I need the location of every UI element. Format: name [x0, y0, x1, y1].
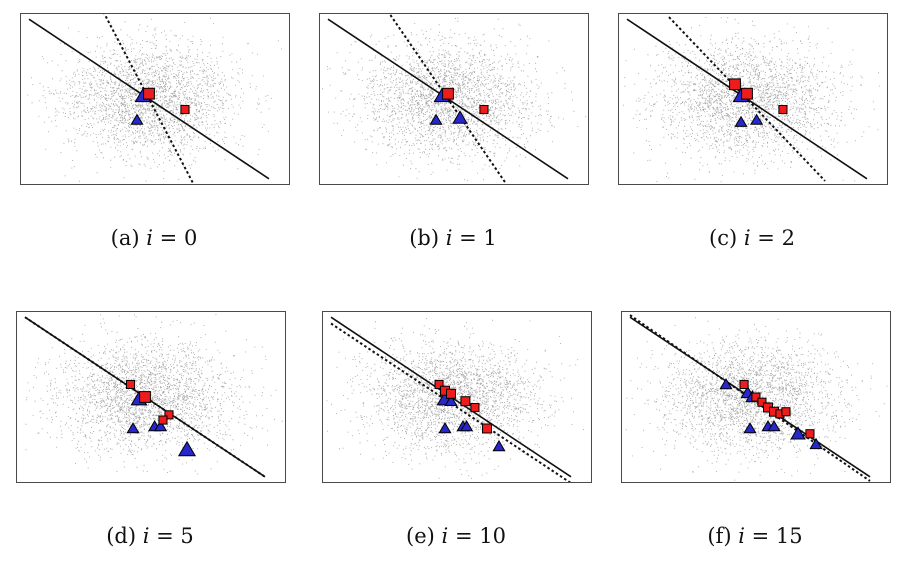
- plot-a-svg: [27, 14, 282, 184]
- caption-d-label: (d): [106, 524, 137, 548]
- triangle-marker: [809, 437, 823, 450]
- dotted-line: [330, 322, 572, 482]
- square-marker: [460, 396, 471, 407]
- caption-b-label: (b): [409, 226, 440, 250]
- triangle-marker: [452, 110, 468, 124]
- square-marker: [729, 78, 741, 91]
- triangle-marker: [734, 115, 748, 127]
- caption-b-value: 1: [483, 226, 497, 250]
- caption-b-eq: =: [452, 226, 484, 250]
- triangle-marker: [460, 420, 474, 432]
- triangle-marker: [767, 420, 781, 432]
- square-marker: [470, 403, 480, 413]
- plot-a: [20, 13, 290, 185]
- caption-a-eq: =: [152, 226, 184, 250]
- triangle-marker: [492, 439, 506, 452]
- caption-f-label: (f): [707, 524, 732, 548]
- plot-b-svg: [322, 14, 587, 184]
- square-marker: [482, 423, 492, 434]
- triangle-marker: [126, 422, 140, 434]
- plot-d-svg: [24, 314, 283, 478]
- triangle-marker: [790, 426, 806, 440]
- triangle-marker: [154, 420, 168, 432]
- caption-e-var: i: [441, 524, 449, 548]
- square-marker: [781, 407, 791, 417]
- scatter-cloud: [25, 314, 283, 475]
- caption-a-var: i: [146, 226, 153, 250]
- triangle-marker: [130, 113, 144, 125]
- triangle-marker: [177, 440, 197, 457]
- plot-d: [16, 311, 286, 483]
- square-marker: [739, 379, 749, 390]
- square-marker: [741, 87, 753, 100]
- square-marker: [158, 415, 168, 425]
- plot-e: [322, 311, 592, 483]
- triangle-marker: [438, 422, 452, 434]
- square-marker: [143, 87, 155, 100]
- square-marker: [434, 379, 444, 390]
- triangle-marker: [429, 113, 443, 125]
- caption-f-value: 15: [775, 524, 803, 548]
- square-marker: [139, 391, 151, 403]
- plot-c: [618, 13, 888, 185]
- square-marker: [442, 87, 454, 100]
- caption-c-var: i: [743, 226, 751, 250]
- plot-f-svg: [625, 314, 888, 482]
- caption-c-label: (c): [709, 226, 738, 250]
- caption-f: (f) i = 15: [655, 524, 855, 548]
- caption-c-eq: =: [750, 226, 782, 250]
- caption-d-var: i: [142, 524, 150, 548]
- caption-b-var: i: [445, 226, 453, 250]
- caption-d-eq: =: [149, 524, 181, 548]
- caption-a: (a) i = 0: [54, 226, 254, 250]
- caption-a-label: (a): [110, 226, 140, 250]
- scatter-cloud: [27, 17, 282, 182]
- triangle-marker: [743, 422, 757, 434]
- caption-c-value: 2: [781, 226, 795, 250]
- square-marker: [805, 429, 815, 439]
- square-marker: [180, 105, 190, 115]
- caption-d-value: 5: [180, 524, 194, 548]
- plot-e-svg: [326, 316, 584, 482]
- caption-e: (e) i = 10: [356, 524, 556, 548]
- triangle-marker: [444, 394, 458, 406]
- caption-f-eq: =: [744, 524, 776, 548]
- scatter-points: [25, 314, 283, 475]
- caption-f-var: i: [738, 524, 745, 548]
- triangle-marker: [750, 113, 764, 125]
- caption-b: (b) i = 1: [353, 226, 553, 250]
- caption-e-label: (e): [406, 524, 435, 548]
- plot-b: [319, 13, 589, 185]
- scatter-points: [27, 17, 282, 182]
- caption-c: (c) i = 2: [652, 226, 852, 250]
- plot-c-svg: [623, 16, 881, 183]
- square-marker: [778, 105, 788, 115]
- caption-a-value: 0: [183, 226, 198, 250]
- plot-f: [621, 311, 891, 483]
- square-marker: [446, 388, 456, 399]
- caption-e-eq: =: [448, 524, 480, 548]
- caption-e-value: 10: [479, 524, 506, 548]
- square-marker: [757, 397, 767, 407]
- square-marker: [164, 410, 174, 420]
- square-marker: [479, 105, 489, 115]
- caption-d: (d) i = 5: [50, 524, 250, 548]
- triangle-marker: [719, 378, 733, 390]
- square-marker: [751, 392, 761, 402]
- square-marker: [126, 379, 136, 390]
